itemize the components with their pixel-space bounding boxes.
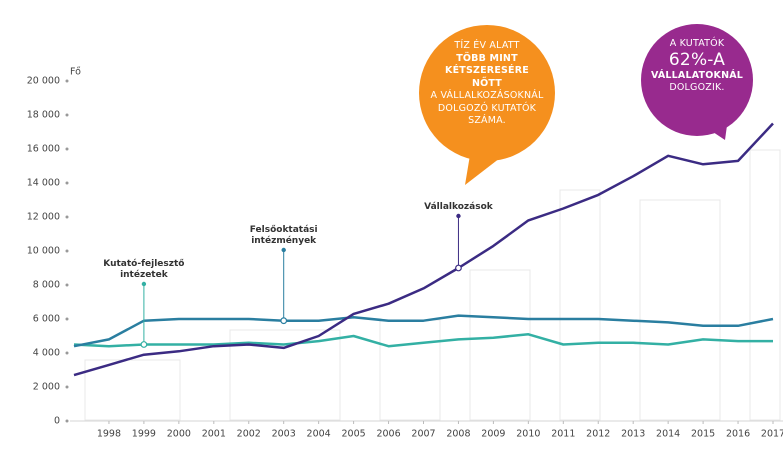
- x-tick-label: 2016: [726, 429, 750, 440]
- y-tick-label: 2 000: [33, 382, 60, 393]
- series-line: [74, 334, 773, 346]
- series-label: Kutató-fejlesztő intézetek: [89, 259, 199, 281]
- x-tick-label: 2003: [272, 429, 296, 440]
- y-tick-label: 0: [54, 416, 60, 427]
- x-tick-label: 2006: [376, 429, 400, 440]
- y-tick-mark: [66, 284, 69, 287]
- x-tick-label: 2002: [237, 429, 261, 440]
- bubble-line: SZÁMA.: [422, 115, 552, 128]
- series-label: Vállalkozások: [413, 202, 503, 213]
- bubble-line: DOLGOZIK.: [647, 82, 747, 95]
- bubble-line: TÖBB MINT: [422, 53, 552, 66]
- y-tick-mark: [66, 386, 69, 389]
- x-tick-label: 2017: [761, 429, 783, 440]
- x-tick-label: 2009: [481, 429, 505, 440]
- bubble-tail: [465, 155, 500, 185]
- bubble-line: VÁLLALATOKNÁL: [647, 70, 747, 83]
- bubble-line: A KUTATÓK: [647, 38, 747, 51]
- callout-dot: [456, 214, 460, 218]
- y-tick-mark: [66, 148, 69, 151]
- y-tick-mark: [66, 114, 69, 117]
- y-tick-label: 4 000: [33, 348, 60, 359]
- y-tick-label: 20 000: [27, 76, 60, 87]
- bubble-line: KÉTSZERESÉRE: [422, 65, 552, 78]
- y-tick-mark: [66, 216, 69, 219]
- x-tick-label: 2013: [621, 429, 645, 440]
- callout-dot: [282, 248, 286, 252]
- callout-marker: [456, 265, 462, 271]
- x-tick-label: 2011: [551, 429, 575, 440]
- series-label: Felsőoktatási intézmények: [229, 225, 339, 247]
- skyline-background: [85, 150, 780, 420]
- callout-marker: [141, 342, 147, 348]
- x-tick-label: 2007: [411, 429, 435, 440]
- x-tick-label: 2010: [516, 429, 540, 440]
- y-tick-label: 12 000: [27, 212, 60, 223]
- x-tick-label: 2000: [167, 429, 191, 440]
- bubble-line: DOLGOZÓ KUTATÓK: [422, 103, 552, 116]
- bubble-line: NŐTT: [422, 78, 552, 91]
- y-tick-mark: [66, 250, 69, 253]
- callout-dot: [142, 282, 146, 286]
- x-tick-label: 2001: [202, 429, 226, 440]
- y-tick-label: 6 000: [33, 314, 60, 325]
- bubble-line: A VÁLLALKOZÁSOKNÁL: [422, 90, 552, 103]
- y-tick-mark: [66, 80, 69, 83]
- y-tick-label: 16 000: [27, 144, 60, 155]
- x-tick-label: 2014: [656, 429, 680, 440]
- y-tick-mark: [66, 318, 69, 321]
- x-tick-label: 2005: [342, 429, 366, 440]
- bubble-line: 62%-A: [647, 51, 747, 70]
- x-tick-label: 2008: [446, 429, 470, 440]
- y-unit-label: Fő: [70, 67, 81, 78]
- x-tick-label: 2012: [586, 429, 610, 440]
- y-tick-label: 18 000: [27, 110, 60, 121]
- y-tick-label: 10 000: [27, 246, 60, 257]
- bubble-line: TÍZ ÉV ALATT: [422, 40, 552, 53]
- y-tick-mark: [66, 352, 69, 355]
- series-line: [74, 124, 773, 376]
- page: Fő 0 2 000 4 000 6 000 8 000 10 000 12 000 14 0…: [0, 0, 783, 455]
- callout-marker: [281, 318, 287, 324]
- x-tick-label: 2004: [307, 429, 331, 440]
- x-tick-label: 1999: [132, 429, 156, 440]
- y-tick-mark: [66, 420, 69, 423]
- y-tick-label: 8 000: [33, 280, 60, 291]
- x-tick-label: 2015: [691, 429, 715, 440]
- x-tick-label: 1998: [97, 429, 121, 440]
- y-tick-mark: [66, 182, 69, 185]
- y-tick-label: 14 000: [27, 178, 60, 189]
